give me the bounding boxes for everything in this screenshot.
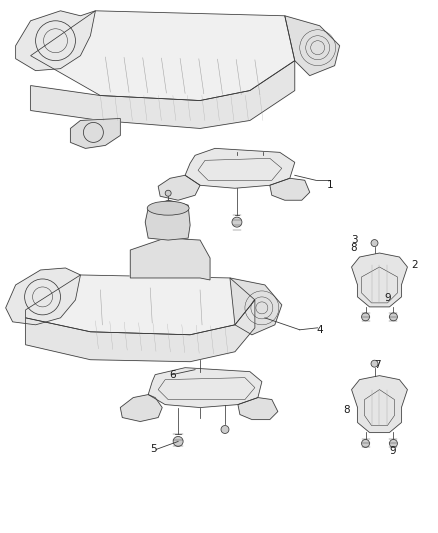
Polygon shape <box>352 253 407 307</box>
Polygon shape <box>31 11 295 101</box>
Polygon shape <box>352 376 407 432</box>
Circle shape <box>165 190 171 196</box>
Polygon shape <box>148 368 262 408</box>
Circle shape <box>361 439 370 447</box>
Circle shape <box>371 360 378 367</box>
Polygon shape <box>130 238 210 280</box>
Text: 2: 2 <box>411 260 418 270</box>
Polygon shape <box>158 175 200 200</box>
Polygon shape <box>145 200 190 240</box>
Text: 4: 4 <box>316 325 323 335</box>
Text: 1: 1 <box>326 180 333 190</box>
Text: 5: 5 <box>150 445 156 455</box>
Circle shape <box>371 240 378 247</box>
Text: 3: 3 <box>351 235 358 245</box>
Text: 8: 8 <box>350 243 357 253</box>
Circle shape <box>221 425 229 433</box>
Text: 9: 9 <box>384 293 391 303</box>
Circle shape <box>232 217 242 227</box>
Circle shape <box>173 437 183 447</box>
Circle shape <box>361 313 370 321</box>
Text: 6: 6 <box>169 370 176 379</box>
Text: 9: 9 <box>389 447 396 456</box>
Polygon shape <box>120 394 162 422</box>
Polygon shape <box>71 118 120 148</box>
Polygon shape <box>31 61 295 128</box>
Polygon shape <box>285 16 339 76</box>
Circle shape <box>389 313 397 321</box>
Polygon shape <box>238 398 278 419</box>
Polygon shape <box>270 178 310 200</box>
Text: 8: 8 <box>343 405 350 415</box>
Polygon shape <box>6 268 81 325</box>
Polygon shape <box>25 300 255 362</box>
Polygon shape <box>230 278 282 335</box>
Polygon shape <box>185 148 295 188</box>
Polygon shape <box>16 11 95 71</box>
Polygon shape <box>25 275 255 335</box>
Circle shape <box>389 439 397 447</box>
Ellipse shape <box>147 201 189 215</box>
Text: 7: 7 <box>374 360 381 370</box>
